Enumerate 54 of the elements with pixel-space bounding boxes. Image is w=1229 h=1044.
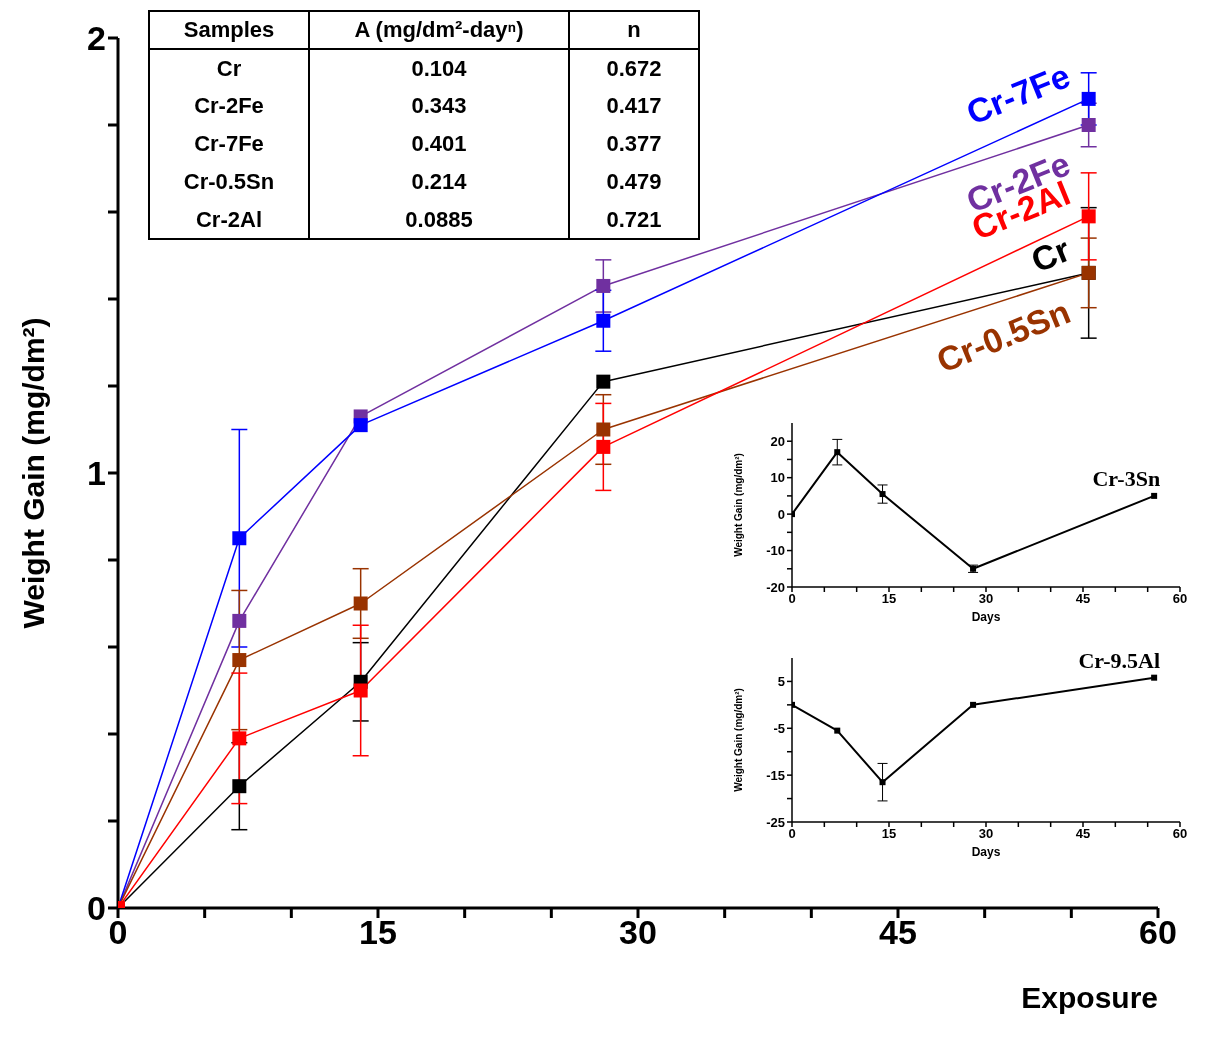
x-tick-label: 60 [1172,591,1188,607]
annotation: Cr-7Fe [149,125,309,163]
x-tick-label: 30 [978,826,994,842]
y-axis-title: Weight Gain (mg/dm²) [732,453,744,557]
x-tick-label: 15 [359,913,397,952]
annotation: A (mg/dm²-dayⁿ) [309,11,569,49]
x-axis-title: Exposure [1021,981,1158,1014]
y-tick-label: 0 [87,889,106,928]
text: Cr [1026,230,1076,280]
x-tick-label: 15 [881,591,897,607]
x-tick-label: 45 [1075,591,1091,607]
y-tick-label: -25 [766,814,785,830]
y-tick-label: -5 [773,720,785,736]
annotation: Cr-2Al [149,201,309,239]
annotation: 0.0885 [309,201,569,239]
series-label: Cr-9.5Al [1078,647,1161,673]
annotation: 0.721 [569,201,699,239]
annotation: Cr-2Fe [149,87,309,125]
x-tick-label: 30 [978,591,994,607]
x-axis-title: Days [971,610,1001,624]
y-axis-title: Weight Gain (mg/dm²) [732,688,744,792]
annotation: Cr-0.5Sn [149,163,309,201]
x-tick-label: 15 [881,826,897,842]
y-tick-label: 1 [87,454,106,493]
y-tick-label: -10 [766,543,785,559]
y-tick-label: 2 [87,19,106,58]
x-tick-label: 45 [879,913,917,952]
annotation: Cr [149,49,309,87]
y-tick-label: 0 [777,506,785,522]
x-tick-label: 0 [788,591,796,607]
x-tick-label: 60 [1172,826,1188,842]
annotation: 0.104 [309,49,569,87]
x-tick-label: 45 [1075,826,1091,842]
annotation: 0.672 [569,49,699,87]
annotation: 0.214 [309,163,569,201]
y-tick-label: 5 [777,674,785,690]
text: Cr-7Fe [961,56,1076,132]
annotation: 0.417 [569,87,699,125]
y-tick-label: -20 [766,579,785,595]
series-label: Cr-3Sn [1092,465,1161,491]
y-tick-label: 20 [770,433,785,449]
y-tick-label: 10 [770,470,785,486]
x-tick-label: 30 [619,913,657,952]
annotation: 0.479 [569,163,699,201]
annotation: 0.401 [309,125,569,163]
x-tick-label: 60 [1139,913,1177,952]
x-tick-label: 0 [788,826,796,842]
y-tick-label: -15 [766,767,785,783]
annotation: 0.343 [309,87,569,125]
y-axis-title: Weight Gain (mg/dm²) [16,317,50,629]
x-axis-title: Days [971,845,1001,859]
annotation: n [569,11,699,49]
annotation: 0.377 [569,125,699,163]
annotation: Samples [149,11,309,49]
